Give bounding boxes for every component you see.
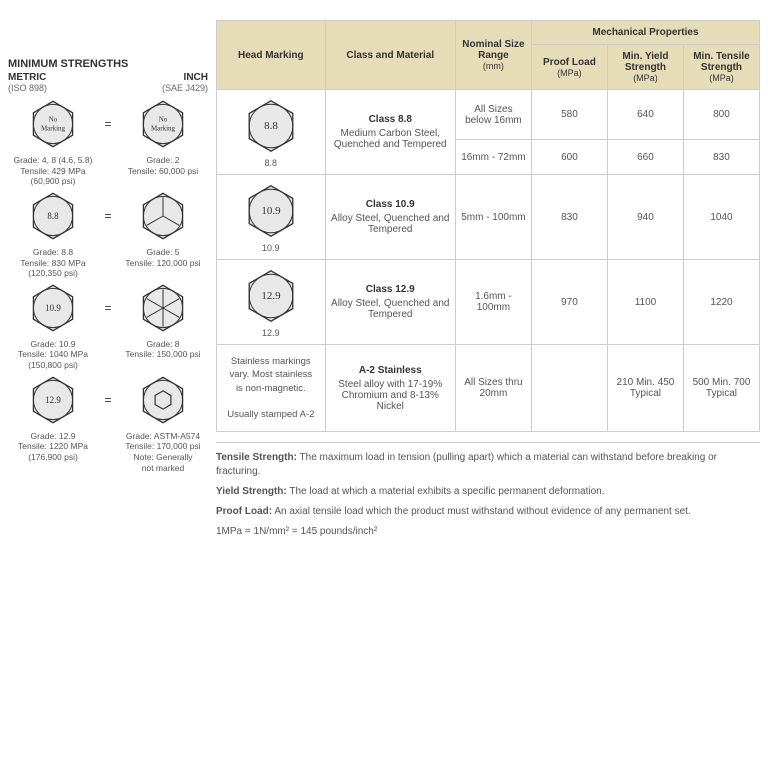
data-cell: 640 — [607, 90, 683, 140]
data-cell: All Sizes below 16mm — [455, 90, 531, 140]
data-cell — [531, 345, 607, 432]
definitions: Tensile Strength: The maximum load in te… — [216, 442, 760, 539]
data-cell: 1040 — [683, 175, 759, 260]
inch-label: INCH — [112, 72, 208, 83]
left-headers: METRIC (ISO 898) INCH (SAE J429) — [8, 72, 208, 93]
data-cell: 210 Min. 450 Typical — [607, 345, 683, 432]
left-comparison-rows: NoMarking = NoMarking Grade: 4, 8 (4.6, … — [8, 97, 208, 473]
svg-text:8.8: 8.8 — [264, 120, 278, 132]
head-marking-cell: 10.9 10.9 — [217, 175, 326, 260]
metric-label: METRIC — [8, 72, 104, 83]
data-cell: 830 — [683, 140, 759, 175]
data-cell: 16mm - 72mm — [455, 140, 531, 175]
comparison-row: NoMarking = NoMarking Grade: 4, 8 (4.6, … — [8, 97, 208, 187]
right-column: Head Marking Class and Material Nominal … — [216, 20, 760, 545]
th-nominal-size: Nominal Size Range (mm) — [455, 21, 531, 90]
data-cell: 580 — [531, 90, 607, 140]
data-cell: 940 — [607, 175, 683, 260]
class-material-cell: Class 10.9Alloy Steel, Quenched and Temp… — [325, 175, 455, 260]
table-row: 12.9 12.9Class 12.9Alloy Steel, Quenched… — [217, 260, 760, 345]
th-min-yield: Min. Yield Strength (MPa) — [607, 45, 683, 90]
th-class-material: Class and Material — [325, 21, 455, 90]
data-cell: 1.6mm - 100mm — [455, 260, 531, 345]
svg-text:12.9: 12.9 — [45, 395, 61, 405]
svg-text:12.9: 12.9 — [261, 290, 281, 302]
head-marking-cell: 8.8 8.8 — [217, 90, 326, 175]
metric-sub: (ISO 898) — [8, 83, 104, 93]
data-cell: 970 — [531, 260, 607, 345]
table-body: 8.8 8.8Class 8.8Medium Carbon Steel, Que… — [217, 90, 760, 432]
class-material-cell: Class 8.8Medium Carbon Steel, Quenched a… — [325, 90, 455, 175]
head-marking-cell: Stainless markings vary. Most stainless … — [217, 345, 326, 432]
left-column: MINIMUM STRENGTHS METRIC (ISO 898) INCH … — [8, 20, 208, 545]
data-cell: 1220 — [683, 260, 759, 345]
table-row: Stainless markings vary. Most stainless … — [217, 345, 760, 432]
data-cell: 5mm - 100mm — [455, 175, 531, 260]
data-cell: 660 — [607, 140, 683, 175]
th-mech-props: Mechanical Properties — [531, 21, 759, 45]
class-material-cell: Class 12.9Alloy Steel, Quenched and Temp… — [325, 260, 455, 345]
page-container: MINIMUM STRENGTHS METRIC (ISO 898) INCH … — [8, 20, 760, 545]
data-cell: 500 Min. 700 Typical — [683, 345, 759, 432]
table-row: 8.8 8.8Class 8.8Medium Carbon Steel, Que… — [217, 90, 760, 140]
comparison-row: 10.9 = Grade: 10.9 Tensile: 1040 MPa (15… — [8, 281, 208, 371]
th-proof-load: Proof Load (MPa) — [531, 45, 607, 90]
def-proof: Proof Load: An axial tensile load which … — [216, 505, 760, 519]
data-cell: 1100 — [607, 260, 683, 345]
data-cell: 800 — [683, 90, 759, 140]
th-head-marking: Head Marking — [217, 21, 326, 90]
th-min-tensile: Min. Tensile Strength (MPa) — [683, 45, 759, 90]
def-conversion: 1MPa = 1N/mm² = 145 pounds/inch² — [216, 525, 760, 539]
inch-sub: (SAE J429) — [112, 83, 208, 93]
def-yield: Yield Strength: The load at which a mate… — [216, 485, 760, 499]
data-cell: 600 — [531, 140, 607, 175]
comparison-row: 12.9 = Grade: 12.9 Tensile: 1220 MPa (17… — [8, 373, 208, 474]
data-cell: All Sizes thru 20mm — [455, 345, 531, 432]
class-material-cell: A-2 StainlessSteel alloy with 17-19% Chr… — [325, 345, 455, 432]
comparison-row: 8.8 = Grade: 8.8 Tensile: 830 MPa (120,3… — [8, 189, 208, 279]
strength-table: Head Marking Class and Material Nominal … — [216, 20, 760, 432]
data-cell: 830 — [531, 175, 607, 260]
head-marking-cell: 12.9 12.9 — [217, 260, 326, 345]
def-tensile: Tensile Strength: The maximum load in te… — [216, 451, 760, 479]
svg-text:8.8: 8.8 — [47, 211, 59, 221]
svg-text:10.9: 10.9 — [45, 303, 61, 313]
left-title: MINIMUM STRENGTHS — [8, 58, 208, 70]
svg-text:10.9: 10.9 — [261, 205, 281, 217]
table-row: 10.9 10.9Class 10.9Alloy Steel, Quenched… — [217, 175, 760, 260]
